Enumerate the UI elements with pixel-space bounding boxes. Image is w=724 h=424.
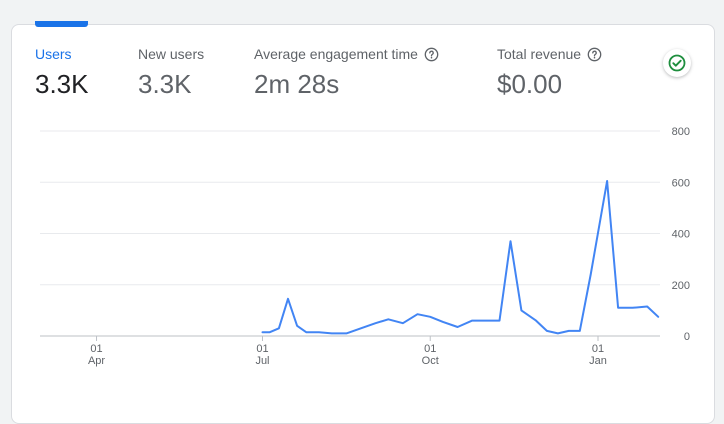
metric-tab-new-users[interactable]: New users 3.3K — [138, 46, 204, 100]
help-icon[interactable] — [424, 47, 439, 62]
x-tick-month-label: Apr — [88, 355, 105, 367]
series-line-users — [261, 180, 660, 335]
metric-label: Users — [35, 46, 72, 62]
active-tab-indicator — [35, 21, 88, 27]
x-tick-day-label: 01 — [90, 343, 102, 355]
metric-tab-average-engagement-time[interactable]: Average engagement time 2m 28s — [254, 46, 439, 100]
metric-value: 2m 28s — [254, 69, 340, 99]
metric-label: Total revenue — [497, 46, 602, 62]
metric-tab-total-revenue[interactable]: Total revenue $0.00 — [497, 46, 602, 100]
metric-label: Average engagement time — [254, 46, 439, 62]
check-circle-icon — [668, 54, 686, 72]
y-tick-label: 200 — [672, 280, 690, 292]
metrics-card — [11, 24, 715, 424]
y-tick-label: 800 — [672, 126, 690, 138]
metric-tab-users[interactable]: Users 3.3K — [35, 46, 89, 100]
help-icon[interactable] — [587, 47, 602, 62]
x-tick-month-label: Oct — [422, 355, 439, 367]
y-tick-label: 400 — [672, 229, 690, 241]
status-check-icon[interactable] — [663, 49, 691, 77]
x-tick-month-label: Jul — [255, 355, 269, 367]
x-tick-day-label: 01 — [592, 343, 604, 355]
y-tick-label: 600 — [672, 177, 690, 189]
x-tick-day-label: 01 — [424, 343, 436, 355]
x-tick-month-label: Jan — [589, 355, 607, 367]
metric-value: 3.3K — [138, 69, 192, 99]
metric-value: $0.00 — [497, 69, 563, 99]
y-tick-label: 0 — [684, 331, 690, 343]
metric-value: 3.3K — [35, 69, 89, 99]
x-tick-day-label: 01 — [256, 343, 268, 355]
metric-label: New users — [138, 46, 205, 62]
